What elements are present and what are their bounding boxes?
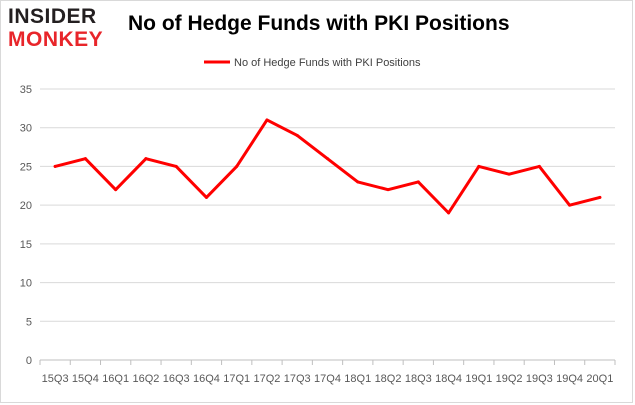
- data-point: [416, 180, 420, 184]
- data-point: [295, 133, 299, 137]
- y-tick-label: 30: [20, 123, 32, 135]
- x-tick-label: 16Q2: [132, 373, 159, 385]
- x-tick-label: 16Q4: [193, 373, 220, 385]
- x-tick-label: 15Q3: [42, 373, 69, 385]
- logo-line-insider: INSIDER: [8, 5, 97, 28]
- x-tick-label: 19Q4: [556, 373, 583, 385]
- data-point: [598, 195, 602, 199]
- data-point: [204, 195, 208, 199]
- data-point: [114, 188, 118, 192]
- x-tick-label: 19Q3: [526, 373, 553, 385]
- x-tick-label: 18Q4: [435, 373, 462, 385]
- x-tick-label: 20Q1: [586, 373, 613, 385]
- series-layer: [53, 118, 602, 215]
- data-point: [356, 180, 360, 184]
- data-point: [83, 157, 87, 161]
- x-tick-label: 17Q4: [314, 373, 341, 385]
- x-tick-label: 16Q3: [163, 373, 190, 385]
- x-tick-label: 18Q1: [344, 373, 371, 385]
- data-point: [477, 164, 481, 168]
- data-point: [447, 211, 451, 215]
- legend-label: No of Hedge Funds with PKI Positions: [234, 57, 421, 69]
- x-tick-label: 19Q1: [465, 373, 492, 385]
- data-point: [386, 188, 390, 192]
- y-tick-label: 25: [20, 161, 32, 173]
- x-tick-label: 19Q2: [496, 373, 523, 385]
- data-point: [265, 118, 269, 122]
- y-tick-label: 15: [20, 239, 32, 251]
- x-tick-label: 18Q3: [405, 373, 432, 385]
- data-point: [144, 157, 148, 161]
- y-tick-label: 10: [20, 278, 32, 290]
- x-tick-label: 17Q2: [254, 373, 281, 385]
- gridlines: [40, 88, 615, 322]
- data-point: [326, 157, 329, 161]
- y-tick-label: 35: [20, 84, 32, 96]
- data-point: [537, 164, 541, 168]
- x-tick-label: 17Q3: [284, 373, 311, 385]
- x-tick-label: 15Q4: [72, 373, 99, 385]
- chart-title: No of Hedge Funds with PKI Positions: [128, 12, 510, 35]
- logo-line-monkey: MONKEY: [8, 28, 104, 51]
- x-tick-label: 16Q1: [102, 373, 129, 385]
- y-tick-label: 20: [20, 200, 32, 212]
- insider-monkey-logo: INSIDER MONKEY: [8, 6, 118, 52]
- x-tick-label: 18Q2: [375, 373, 402, 385]
- y-tick-label: 5: [26, 316, 32, 328]
- data-point: [53, 164, 57, 168]
- data-point: [235, 164, 239, 168]
- x-tick-label: 17Q1: [223, 373, 250, 385]
- data-point: [568, 203, 572, 207]
- data-point: [174, 164, 178, 168]
- data-point: [507, 172, 511, 176]
- legend: No of Hedge Funds with PKI Positions: [204, 57, 421, 69]
- y-tick-label: 0: [26, 355, 32, 367]
